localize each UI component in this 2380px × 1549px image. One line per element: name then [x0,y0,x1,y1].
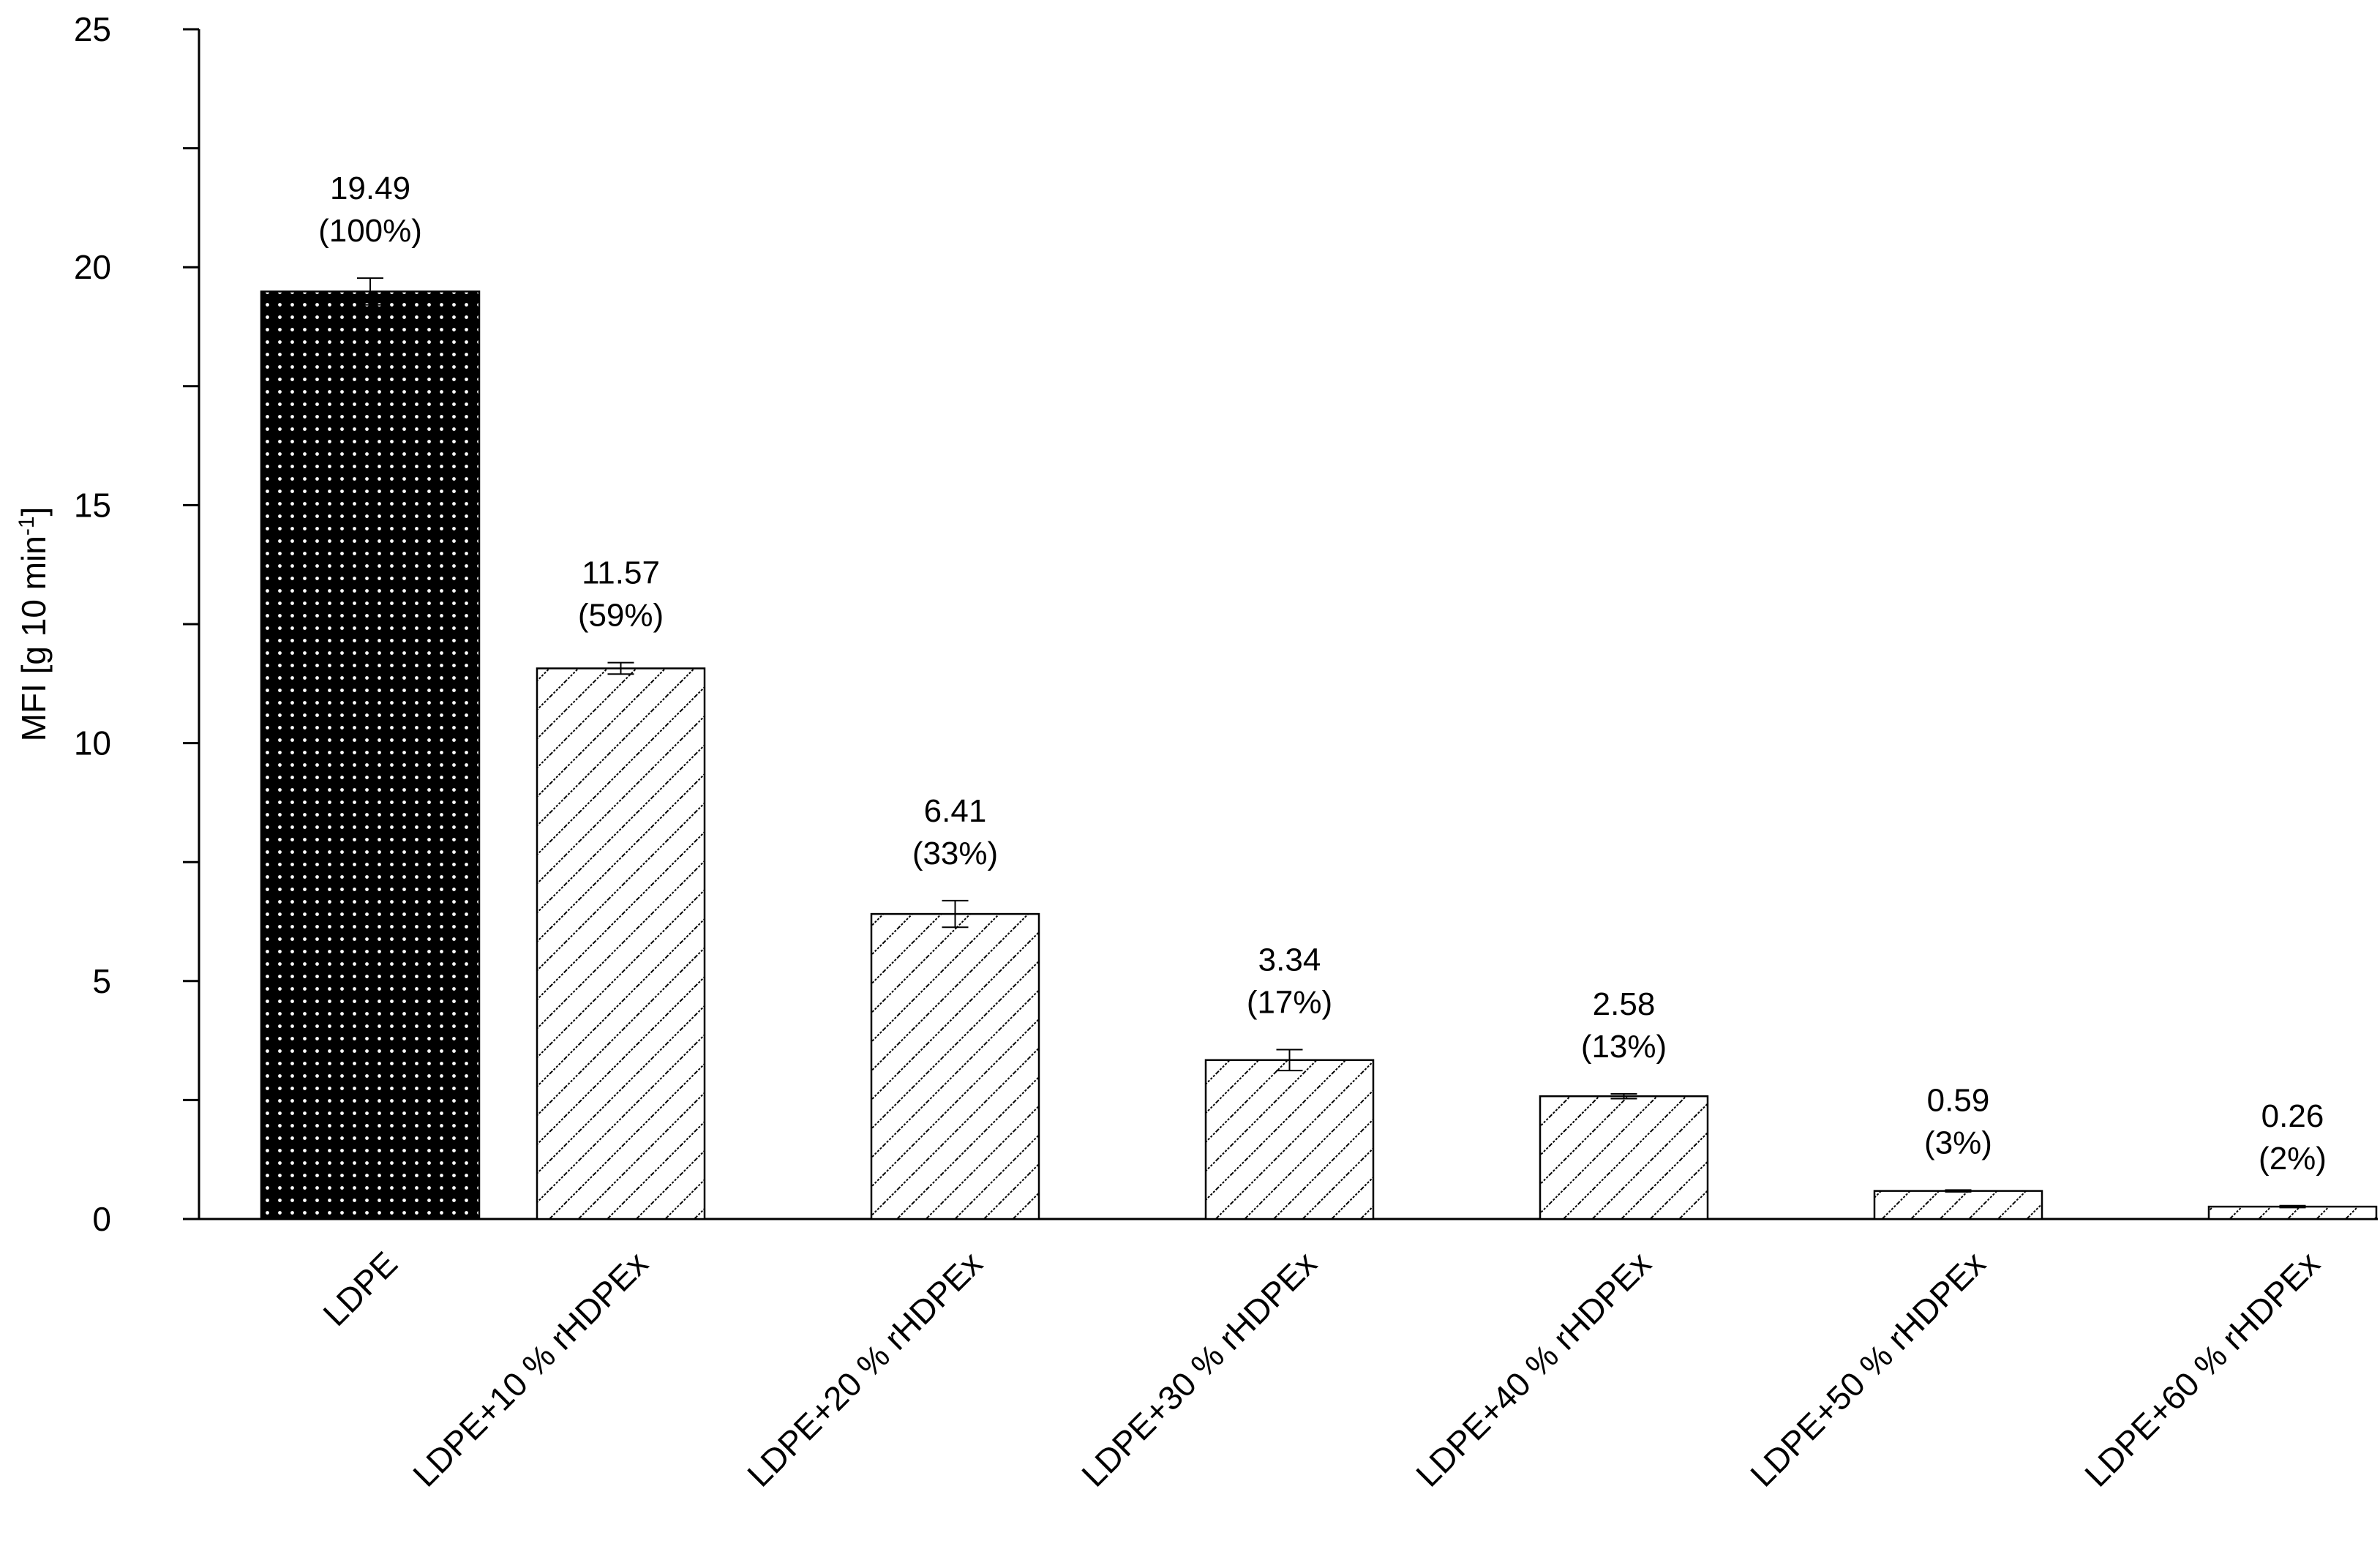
y-tick-label: 0 [92,1200,111,1238]
bar [2207,1205,2378,1220]
error-bar [1276,1049,1303,1072]
category-label: LDPE [315,1244,405,1333]
value-label: 2.58 [1593,986,1656,1022]
value-label: 3.34 [1258,942,1321,978]
error-bar [942,899,969,929]
percent-label: (2%) [2259,1141,2327,1177]
y-ticks: 0 5 10 15 20 25 [74,10,199,1238]
bar [536,667,706,1220]
category-label: LDPE+20 % rHDPEx [740,1244,989,1493]
y-axis-title: MFI [g 10 min-1] [15,507,53,742]
value-label: 11.57 [582,555,660,591]
error-bar [607,661,634,675]
y-axis-title-superscript: -1 [15,516,39,536]
bar [870,912,1040,1220]
value-label: 19.49 [330,170,410,206]
y-tick-label: 20 [74,248,111,286]
error-bar [1610,1092,1637,1100]
bar [1539,1095,1709,1220]
percent-label: (3%) [1924,1125,1992,1160]
y-tick-label: 10 [74,724,111,762]
y-tick-label: 25 [74,10,111,48]
error-bar [2279,1204,2306,1209]
y-axis-title-end: ] [15,507,53,517]
category-label: LDPE+30 % rHDPEx [1074,1244,1324,1493]
y-axis-title-main: MFI [g 10 min [15,536,53,741]
category-labels: LDPE LDPE+10 % rHDPEx LDPE+20 % rHDPEx LDPE… [315,1244,2327,1493]
y-tick-label: 15 [74,486,111,524]
percent-label: (100%) [318,213,422,249]
error-bar [1945,1189,1972,1193]
category-label: LDPE+10 % rHDPEx [405,1244,655,1493]
bars [260,290,2378,1220]
category-label: LDPE+40 % rHDPEx [1408,1244,1658,1493]
percent-label: (17%) [1247,984,1332,1020]
y-tick-label: 5 [92,962,111,1000]
value-label: 0.26 [2261,1098,2324,1134]
category-label: LDPE+50 % rHDPEx [1743,1244,1992,1493]
value-label: 6.41 [924,793,987,829]
percent-label: (59%) [578,598,664,634]
bar [1204,1059,1375,1220]
error-bar [357,277,383,306]
percent-label: (33%) [912,836,998,871]
bar [260,290,481,1220]
category-label: LDPE+60 % rHDPEx [2077,1244,2327,1493]
value-label: 0.59 [1927,1082,1990,1118]
error-bars [357,277,2306,1209]
data-labels: 19.49 (100%) 11.57 (59%) 6.41 (33%) 3.34 (17%) 2… [318,170,2327,1177]
percent-label: (13%) [1581,1029,1667,1065]
bar [1873,1190,2043,1220]
